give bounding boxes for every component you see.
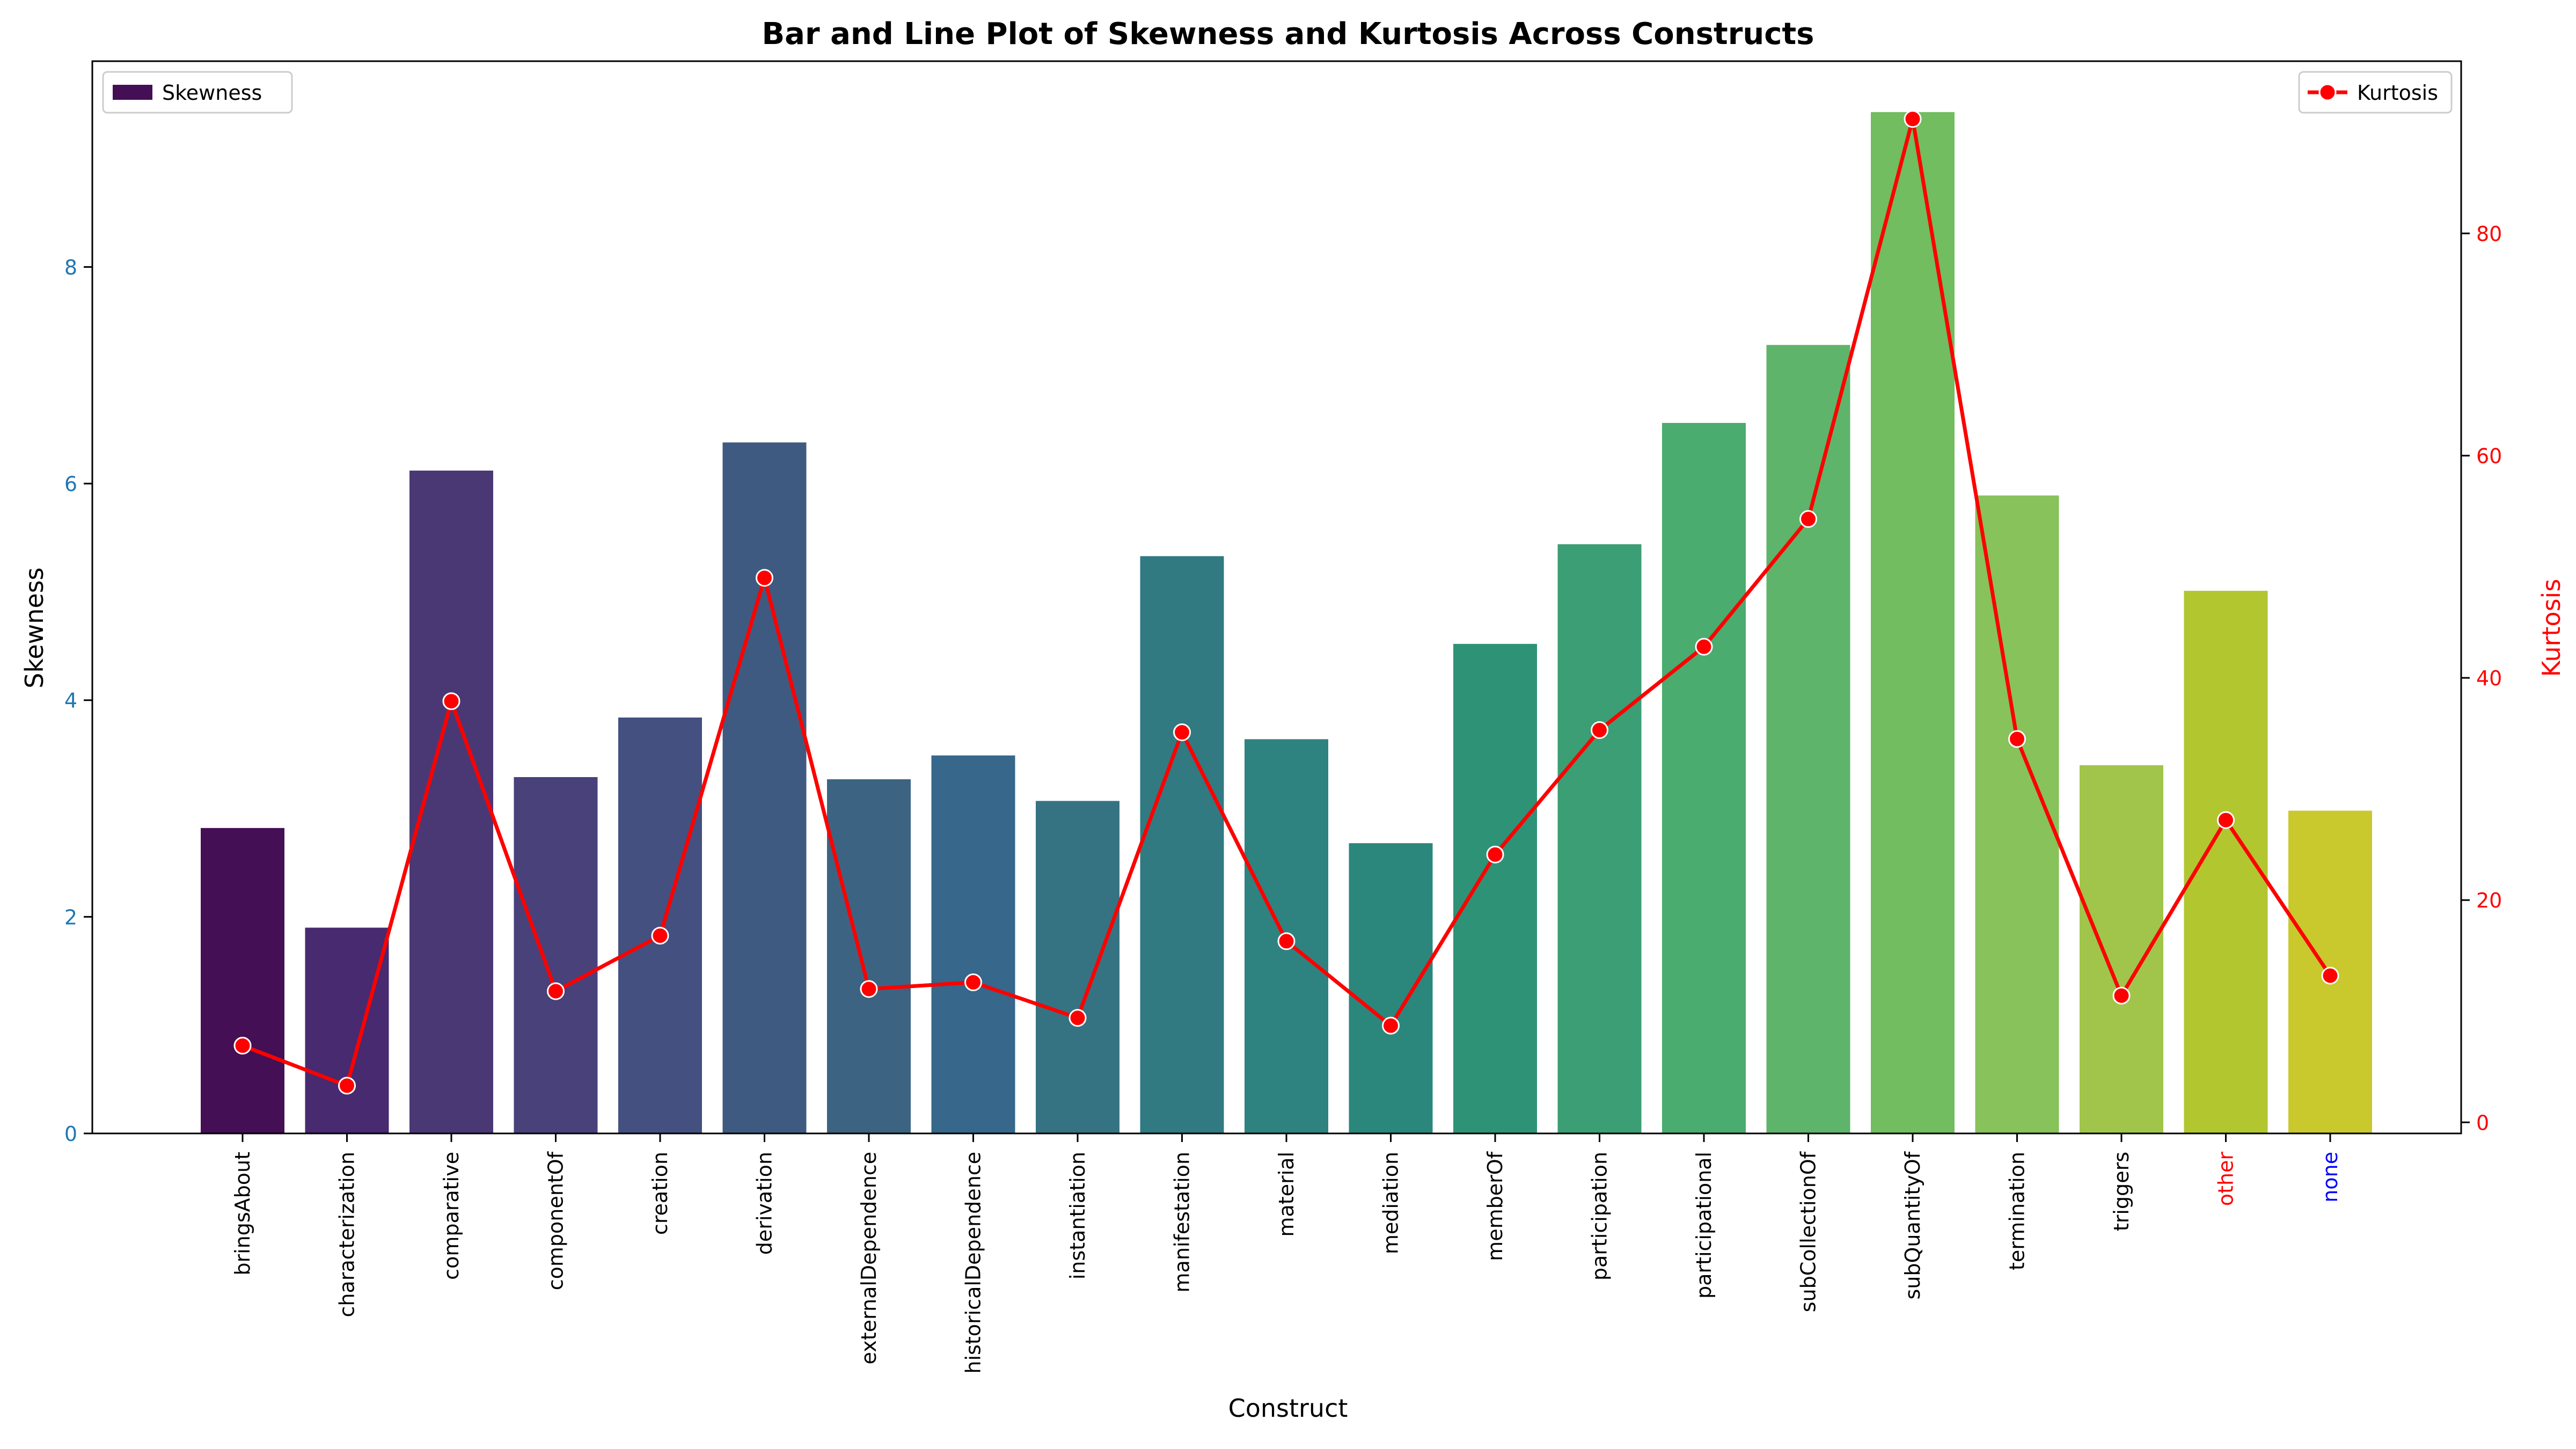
kurtosis-point-participation [1591, 721, 1608, 739]
kurtosis-point-instantiation [1069, 1009, 1087, 1027]
x-tick-label-instantiation: instantiation [1066, 1152, 1089, 1279]
x-tick-label-none: none [2318, 1152, 2342, 1203]
x-tick-label-memberOf: memberOf [1483, 1151, 1507, 1261]
y-tick-label: 0 [64, 1122, 77, 1146]
x-tick-label-termination: termination [2006, 1152, 2029, 1270]
x-tick-label-externalDependence: externalDependence [857, 1152, 881, 1364]
kurtosis-point-bringsAbout [233, 1036, 252, 1055]
x-tick-label-other: other [2214, 1152, 2238, 1206]
kurtosis-point-material [1277, 932, 1296, 950]
kurtosis-point-other [2217, 811, 2235, 829]
kurtosis-point-subQuantityOf [1904, 110, 1922, 128]
legend-skewness-label: Skewness [162, 81, 262, 105]
x-tick-label-subQuantityOf: subQuantityOf [1901, 1151, 1924, 1299]
x-tick-label-creation: creation [648, 1152, 672, 1235]
kurtosis-point-derivation [756, 569, 773, 587]
legend-skewness-swatch [113, 85, 152, 100]
kurtosis-point-triggers [2112, 986, 2131, 1005]
kurtosis-point-manifestation [1173, 723, 1191, 742]
y2-tick-label: 60 [2476, 444, 2502, 468]
y2-tick-label: 80 [2476, 222, 2502, 246]
x-tick-label-participational: participational [1692, 1152, 1716, 1299]
bar-instantiation [1036, 801, 1119, 1133]
bar-derivation [722, 442, 807, 1133]
y2-tick-label: 20 [2476, 889, 2502, 912]
kurtosis-point-componentOf [547, 982, 565, 1000]
y-tick-label: 6 [64, 472, 77, 496]
legend-kurtosis: Kurtosis [2298, 71, 2453, 114]
kurtosis-point-memberOf [1486, 845, 1504, 863]
legend-kurtosis-label: Kurtosis [2357, 81, 2438, 105]
bar-participation [1557, 544, 1642, 1133]
bar-memberOf [1453, 643, 1537, 1133]
x-tick-label-derivation: derivation [753, 1152, 777, 1255]
x-tick-label-triggers: triggers [2110, 1152, 2133, 1231]
bar-componentOf [514, 777, 598, 1133]
y2-tick-label: 40 [2476, 667, 2502, 690]
x-tick-label-historicalDependence: historicalDependence [962, 1152, 985, 1374]
kurtosis-point-none [2321, 967, 2339, 985]
kurtosis-point-participational [1695, 638, 1713, 656]
legend-skewness-box [102, 71, 293, 114]
kurtosis-point-termination [2008, 730, 2026, 748]
x-tick-label-material: material [1275, 1152, 1298, 1237]
legend-kurtosis-marker [2318, 83, 2337, 101]
kurtosis-point-subCollectionOf [1799, 510, 1817, 528]
legend-skewness: Skewness [102, 71, 293, 114]
x-tick-label-subCollectionOf: subCollectionOf [1797, 1151, 1820, 1312]
y-tick-label: 2 [64, 905, 77, 929]
chart-title: Bar and Line Plot of Skewness and Kurtos… [762, 17, 1814, 52]
kurtosis-point-externalDependence [860, 980, 878, 998]
bar-subQuantityOf [1871, 112, 1955, 1134]
y-axis-label: Skewness [20, 567, 49, 689]
y-tick-label: 4 [64, 689, 77, 713]
plot-frame [91, 60, 2462, 1135]
y2-tick-label: 0 [2476, 1111, 2489, 1135]
legend-kurtosis-box [2298, 71, 2453, 114]
x-tick-label-characterization: characterization [335, 1152, 359, 1318]
x-tick-label-bringsAbout: bringsAbout [231, 1152, 254, 1276]
x-tick-label-mediation: mediation [1379, 1152, 1403, 1254]
x-tick-label-participation: participation [1588, 1152, 1612, 1280]
bar-creation [618, 718, 702, 1133]
line-layer [233, 110, 2339, 1095]
bar-participational [1662, 423, 1746, 1133]
bar-termination [1975, 495, 2059, 1133]
bar-mediation [1349, 843, 1433, 1133]
kurtosis-point-characterization [338, 1077, 356, 1095]
kurtosis-point-mediation [1382, 1016, 1400, 1035]
y-tick-label: 8 [64, 255, 77, 279]
bar-characterization [305, 927, 389, 1133]
kurtosis-point-comparative [442, 692, 460, 711]
x-tick-label-manifestation: manifestation [1170, 1152, 1194, 1292]
bar-bringsAbout [201, 828, 284, 1133]
bars-layer [201, 112, 2372, 1134]
y2-axis-label: Kurtosis [2537, 579, 2566, 677]
bar-subCollectionOf [1766, 345, 1850, 1133]
kurtosis-point-creation [651, 926, 669, 945]
kurtosis-point-historicalDependence [964, 973, 982, 991]
x-axis-label: Construct [1228, 1394, 1348, 1423]
x-tick-label-comparative: comparative [440, 1152, 463, 1280]
bar-historicalDependence [931, 755, 1015, 1133]
x-tick-label-componentOf: componentOf [544, 1151, 568, 1290]
bar-manifestation [1140, 556, 1224, 1133]
bar-externalDependence [827, 779, 911, 1133]
